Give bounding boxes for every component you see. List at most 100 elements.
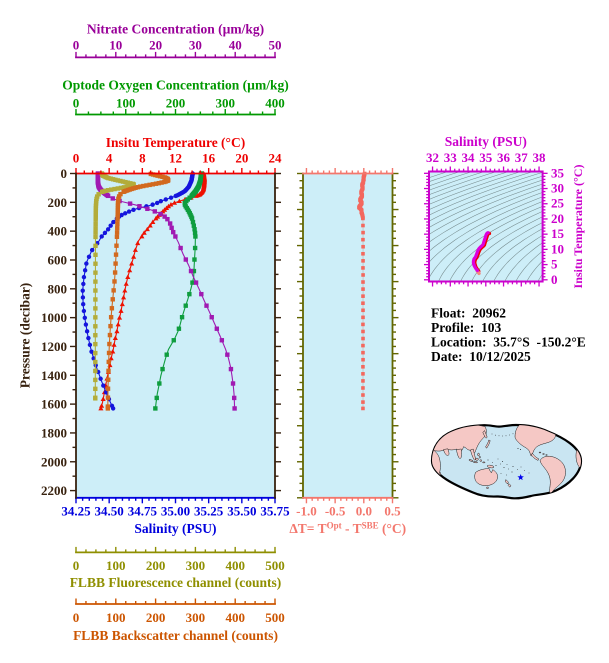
ts-temperature-tick-label: 15 xyxy=(551,226,565,241)
date-line: Date: 10/12/2025 xyxy=(431,349,531,364)
oxygen-tick-label: 200 xyxy=(166,96,186,111)
temperature-tick-label: 0 xyxy=(73,151,80,166)
pressure-tick-label: 200 xyxy=(48,195,68,210)
pressure-spine xyxy=(274,172,281,499)
map-island-sumatra xyxy=(468,459,474,462)
pressure-tick-label: 1000 xyxy=(41,310,67,325)
fluorescence-axis: 0 100 200 300 400 500 xyxy=(73,546,285,573)
pressure-spine: 0 200 400 600 800 1000 1200 1400 1600 1800 2000 220… xyxy=(41,166,77,499)
temperature-tick-label: 8 xyxy=(139,151,146,166)
map-land-kamchatka xyxy=(482,430,488,439)
ts-temperature-tick-label: 25 xyxy=(551,196,565,211)
salinity-tick-label: 34.75 xyxy=(128,504,158,519)
series-fluorescence xyxy=(93,171,136,401)
pressure-tick-label: 400 xyxy=(48,224,68,239)
ts-salinity-tick-label: 35 xyxy=(479,150,493,165)
pressure-tick-label: 1400 xyxy=(41,368,67,383)
ts-temperature-tick-label: 35 xyxy=(551,165,565,180)
salinity-tick-label: 35.50 xyxy=(227,504,256,519)
delta-t-x-axis: -1.0 -0.5 0.0 0.5 xyxy=(296,496,401,519)
delta-t-axis-title: ΔT= TOpt - TSBE (°C) xyxy=(289,521,406,537)
ts-density-contours xyxy=(429,171,543,282)
map-island-java xyxy=(473,461,478,464)
salinity-tick-label: 35.00 xyxy=(161,504,190,519)
nitrate-axis: 0 10 20 30 40 50 xyxy=(73,38,282,59)
map-land-iberia xyxy=(575,437,579,440)
ts-salinity-tick-label: 32 xyxy=(426,150,439,165)
salinity-tick-label: 35.75 xyxy=(260,504,290,519)
pressure-tick-label: 0 xyxy=(61,166,68,181)
map-land-indochina xyxy=(470,448,476,461)
pressure-spine xyxy=(391,172,399,499)
oxygen-tick-label: 0 xyxy=(73,96,80,111)
backscatter-tick-label: 200 xyxy=(146,610,166,625)
pressure-tick-label: 800 xyxy=(48,281,68,296)
sigma-t-contour-lines xyxy=(429,171,543,282)
map-land-newguinea xyxy=(487,464,494,469)
map-land-southamerica xyxy=(539,455,566,494)
map-land-arabia xyxy=(443,448,450,456)
delta-t-x-axis xyxy=(302,168,394,175)
nitrate-tick-label: 0 xyxy=(73,38,80,53)
oxygen-tick-label: 100 xyxy=(116,96,136,111)
map-aleutian-islands xyxy=(491,433,514,437)
plot-backgrounds xyxy=(76,171,543,498)
nitrate-tick-label: 30 xyxy=(189,38,202,53)
nitrate-tick-label: 50 xyxy=(269,38,282,53)
delta-t-plot-background xyxy=(303,173,393,498)
fluorescence-tick-label: 300 xyxy=(186,558,206,573)
fluorescence-tick-label: 100 xyxy=(106,558,126,573)
nitrate-tick-label: 20 xyxy=(149,38,162,53)
ts-temperature-tick-label: 0 xyxy=(551,272,558,287)
map-island-philippines xyxy=(477,452,480,457)
fluorescence-tick-label: 400 xyxy=(225,558,245,573)
profile-curves xyxy=(80,170,492,411)
map-land-newzealand xyxy=(504,479,512,488)
ts-temperature-tick-label: 20 xyxy=(551,211,564,226)
oxygen-tick-label: 300 xyxy=(216,96,236,111)
ts-salinity-tick-label: 34 xyxy=(462,150,476,165)
backscatter-tick-label: 400 xyxy=(225,610,245,625)
map-pacific-islands xyxy=(487,448,530,476)
nitrate-tick-label: 10 xyxy=(109,38,122,53)
backscatter-tick-label: 100 xyxy=(106,610,126,625)
map-island-cuba xyxy=(538,451,542,454)
temperature-axis-title: Insitu Temperature (°C) xyxy=(106,135,245,150)
map-island xyxy=(478,455,481,459)
temperature-axis: 0 4 8 12 16 20 24 xyxy=(73,151,283,175)
ts-profile-curve xyxy=(471,231,492,276)
map-land-tasmania xyxy=(486,486,489,489)
backscatter-axis-title: FLBB Backscatter channel (counts) xyxy=(73,628,278,643)
pressure-tick-label: 2200 xyxy=(41,483,67,498)
salinity-axis: 34.25 34.50 34.75 35.00 35.25 35.50 35.75 xyxy=(61,496,290,519)
map-land-india xyxy=(456,448,462,459)
map-land-centralamerica xyxy=(530,453,540,461)
salinity-tick-label: 35.25 xyxy=(194,504,224,519)
map-land-greenland xyxy=(551,425,559,430)
ts-salinity-tick-label: 38 xyxy=(533,150,547,165)
map-island xyxy=(545,454,548,456)
pressure-tick-label: 600 xyxy=(48,252,68,267)
salinity-tick-label: 34.25 xyxy=(61,504,91,519)
pressure-tick-label: 2000 xyxy=(41,454,67,469)
map-island-sulawesi xyxy=(479,459,482,462)
fluorescence-axis-title: FLBB Fluorescence channel (counts) xyxy=(70,575,282,590)
map-land-japan xyxy=(485,439,491,449)
temperature-tick-label: 24 xyxy=(269,151,283,166)
ts-temperature-axis-title: Insitu Temperature (°C) xyxy=(571,165,585,289)
world-map xyxy=(430,423,583,500)
float-location-star xyxy=(517,474,524,481)
ts-salinity-tick-label: 36 xyxy=(497,150,511,165)
backscatter-tick-label: 500 xyxy=(265,610,285,625)
pressure-spine xyxy=(297,172,304,499)
nitrate-axis-title: Nitrate Concentration (µm/kg) xyxy=(87,22,264,37)
temperature-tick-label: 12 xyxy=(169,151,182,166)
temperature-tick-label: 20 xyxy=(235,151,248,166)
pressure-tick-label: 1200 xyxy=(41,339,67,354)
oxygen-axis: 0 100 200 300 400 xyxy=(73,96,285,116)
pressure-axis-title: Pressure (decibar) xyxy=(18,283,33,389)
delta-t-tick-label: 0.0 xyxy=(356,504,372,519)
